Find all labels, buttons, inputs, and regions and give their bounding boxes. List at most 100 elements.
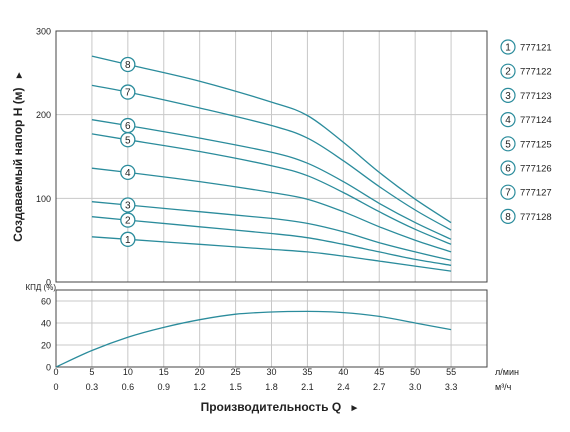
head-y-tick-label: 100	[36, 194, 51, 204]
curve-marker-7	[120, 84, 136, 100]
legend-marker-5	[500, 136, 516, 152]
head-curves	[91, 55, 452, 272]
legend-marker-7	[500, 184, 516, 200]
curve-marker-label: 4	[125, 168, 131, 179]
head-markers: 1 2 3 4 5 6 7 8	[120, 56, 136, 247]
x-axis-m3h: 0 0.3 0.6 0.9 1.2 1.5 1.8 2.1 2.4 2.7 3.0 3.3	[53, 382, 457, 392]
x-tick-m3h: 2.1	[301, 382, 314, 392]
x-axis-lpm: 0 5 10 15 20 25 30 35 40 45 50 55	[53, 367, 456, 377]
legend-marker-3	[500, 87, 516, 104]
legend-marker-label: 1	[505, 43, 511, 54]
legend-marker-label: 2	[505, 67, 511, 78]
head-curve-777121	[91, 236, 452, 272]
x-tick-lpm: 15	[159, 367, 169, 377]
legend-marker-label: 7	[505, 188, 511, 199]
head-y-axis-arrow: ►	[14, 70, 25, 80]
legend-marker-label: 8	[505, 212, 511, 223]
legend-item-777125: 777125	[520, 139, 552, 150]
x-axis-lpm-unit: л/мин	[495, 367, 519, 377]
x-tick-m3h: 0.9	[157, 382, 170, 392]
efficiency-curve-line	[56, 310, 452, 367]
x-axis-label: Производительность Q ►	[201, 400, 360, 414]
legend-item-777121: 777121	[520, 43, 552, 54]
curve-marker-8	[120, 56, 136, 73]
x-tick-m3h: 3.3	[445, 382, 458, 392]
x-tick-m3h: 0.3	[86, 382, 99, 392]
legend-marker-6	[500, 160, 516, 176]
legend-marker-8	[500, 208, 516, 224]
head-curve-777126	[91, 119, 452, 240]
x-tick-m3h: 3.0	[409, 382, 422, 392]
x-axis-title: Производительность Q	[201, 400, 342, 414]
curve-marker-4	[120, 164, 136, 181]
efficiency-grid	[56, 290, 487, 367]
x-tick-lpm: 25	[231, 367, 241, 377]
head-curve-777123	[91, 201, 452, 261]
curve-marker-label: 7	[125, 88, 131, 99]
curve-marker-2	[120, 212, 136, 228]
legend-marker-label: 3	[505, 91, 511, 102]
head-y-tick-label: 300	[36, 27, 51, 37]
head-curve-777128	[91, 55, 452, 224]
efficiency-y-axis-label: КПД (%)	[26, 283, 57, 292]
x-tick-lpm: 20	[195, 367, 205, 377]
x-tick-lpm: 10	[123, 367, 133, 377]
curve-marker-3	[120, 197, 136, 213]
x-tick-lpm: 40	[338, 367, 348, 377]
x-tick-m3h: 0	[53, 382, 58, 392]
legend: 1 777121 2 777122 3 777123 4 777124 5 777125 6 7771…	[500, 39, 552, 224]
x-tick-lpm: 0	[53, 367, 58, 377]
curve-marker-label: 1	[125, 235, 131, 246]
efficiency-y-tick-label: 0	[46, 363, 51, 373]
legend-item-777126: 777126	[520, 164, 552, 175]
x-tick-lpm: 45	[374, 367, 384, 377]
efficiency-curve	[56, 310, 452, 367]
head-curve-777125	[91, 133, 452, 245]
x-tick-lpm: 35	[302, 367, 312, 377]
x-tick-lpm: 55	[446, 367, 456, 377]
head-y-tick-label: 200	[36, 110, 51, 120]
legend-item-777124: 777124	[520, 115, 552, 126]
x-tick-m3h: 0.6	[122, 382, 135, 392]
head-y-ticks: 0 100 200 300	[36, 27, 51, 288]
efficiency-chart: 0 20 40 60 КПД (%)	[26, 283, 488, 373]
head-plot-frame	[55, 30, 488, 283]
curve-marker-6	[120, 117, 136, 134]
efficiency-y-tick-label: 40	[41, 319, 51, 329]
curve-marker-label: 6	[125, 121, 131, 132]
curve-marker-label: 3	[125, 201, 131, 212]
legend-marker-label: 5	[505, 139, 511, 150]
efficiency-y-ticks: 0 20 40 60	[41, 297, 51, 373]
legend-item-777127: 777127	[520, 188, 552, 199]
efficiency-y-tick-label: 20	[41, 341, 51, 351]
x-axis-m3h-unit: м³/ч	[495, 382, 512, 392]
x-tick-lpm: 30	[266, 367, 276, 377]
head-y-tick-label: 0	[46, 278, 51, 288]
legend-item-777122: 777122	[520, 67, 552, 78]
head-grid	[56, 31, 487, 282]
legend-marker-label: 6	[505, 164, 511, 175]
head-curve-777122	[91, 216, 452, 266]
efficiency-plot-frame	[55, 289, 488, 368]
head-y-axis-title: Создаваемый напор H (м)	[11, 87, 25, 241]
curve-marker-1	[120, 231, 136, 247]
x-tick-lpm: 50	[410, 367, 420, 377]
x-tick-m3h: 2.7	[373, 382, 386, 392]
legend-marker-2	[500, 63, 516, 79]
efficiency-y-tick-label: 60	[41, 297, 51, 307]
legend-item-777123: 777123	[520, 91, 552, 102]
head-y-axis-label: Создаваемый напор H (м) ►	[11, 70, 25, 242]
x-tick-m3h: 1.5	[229, 382, 242, 392]
curve-marker-label: 2	[125, 216, 131, 227]
legend-item-777128: 777128	[520, 212, 552, 223]
legend-marker-4	[500, 111, 516, 128]
curve-marker-label: 5	[125, 135, 131, 146]
legend-marker-label: 4	[505, 115, 511, 126]
x-tick-m3h: 1.8	[265, 382, 278, 392]
x-tick-lpm: 5	[89, 367, 94, 377]
x-axis-arrow: ►	[350, 403, 360, 414]
x-tick-m3h: 2.4	[337, 382, 350, 392]
head-chart: 0 100 200 300 1 2 3 4 5 6 7 8 Создаваемый напор H …	[11, 27, 488, 288]
legend-marker-1	[500, 39, 516, 55]
